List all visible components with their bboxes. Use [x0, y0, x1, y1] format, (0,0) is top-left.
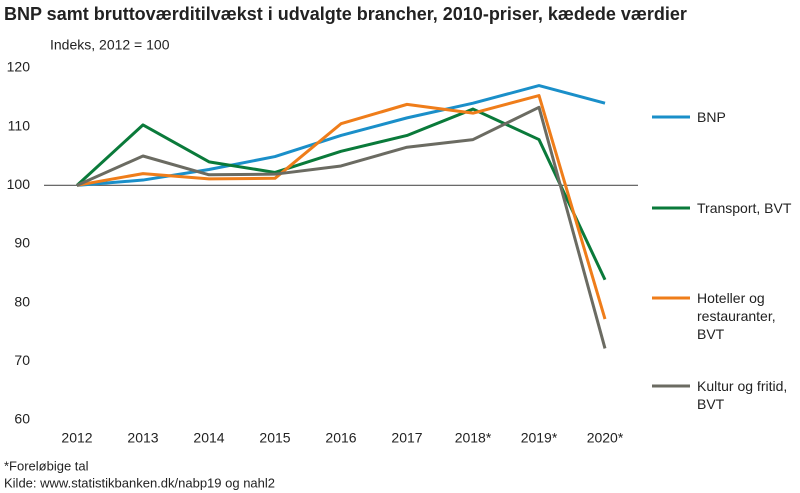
legend-entry: Transport, BVT	[697, 200, 792, 216]
x-tick-label: 2018*	[455, 430, 492, 446]
legend-entry: Kultur og fritid, BVT	[697, 378, 788, 412]
x-tick-label: 2020*	[587, 430, 624, 446]
legend-label: Kultur og fritid, BVT	[697, 378, 788, 412]
y-tick-label: 100	[7, 176, 31, 192]
x-tick-label: 2015	[259, 430, 290, 446]
x-tick-label: 2014	[193, 430, 224, 446]
x-tick-label: 2016	[325, 430, 356, 446]
x-tick-label: 2019*	[521, 430, 558, 446]
series-line	[76, 105, 607, 349]
note: *Foreløbige tal	[4, 458, 89, 473]
chart-title: BNP samt bruttoværditilvækst i udvalgte …	[4, 4, 687, 24]
x-tick-label: 2013	[127, 430, 158, 446]
legend-entry: BNP	[697, 109, 726, 125]
y-tick-label: 80	[14, 293, 30, 309]
legend-label: Hoteller og restauranter, BVT	[697, 290, 776, 342]
y-tick-label: 90	[14, 235, 30, 251]
note: Kilde: www.statistikbanken.dk/nabp19 og …	[4, 475, 275, 490]
series-line	[76, 94, 607, 320]
series-line	[75, 107, 607, 281]
y-axis-label: Indeks, 2012 = 100	[50, 37, 170, 53]
x-tick-label: 2012	[61, 430, 92, 446]
legend-label: BNP	[697, 109, 726, 125]
y-tick-label: 120	[7, 59, 31, 75]
legend-entry: Hoteller og restauranter, BVT	[697, 290, 776, 342]
y-tick-label: 60	[14, 411, 30, 427]
legend-label: Transport, BVT	[697, 200, 792, 216]
y-tick-label: 70	[14, 352, 30, 368]
x-tick-label: 2017	[391, 430, 422, 446]
y-tick-label: 110	[8, 117, 31, 133]
